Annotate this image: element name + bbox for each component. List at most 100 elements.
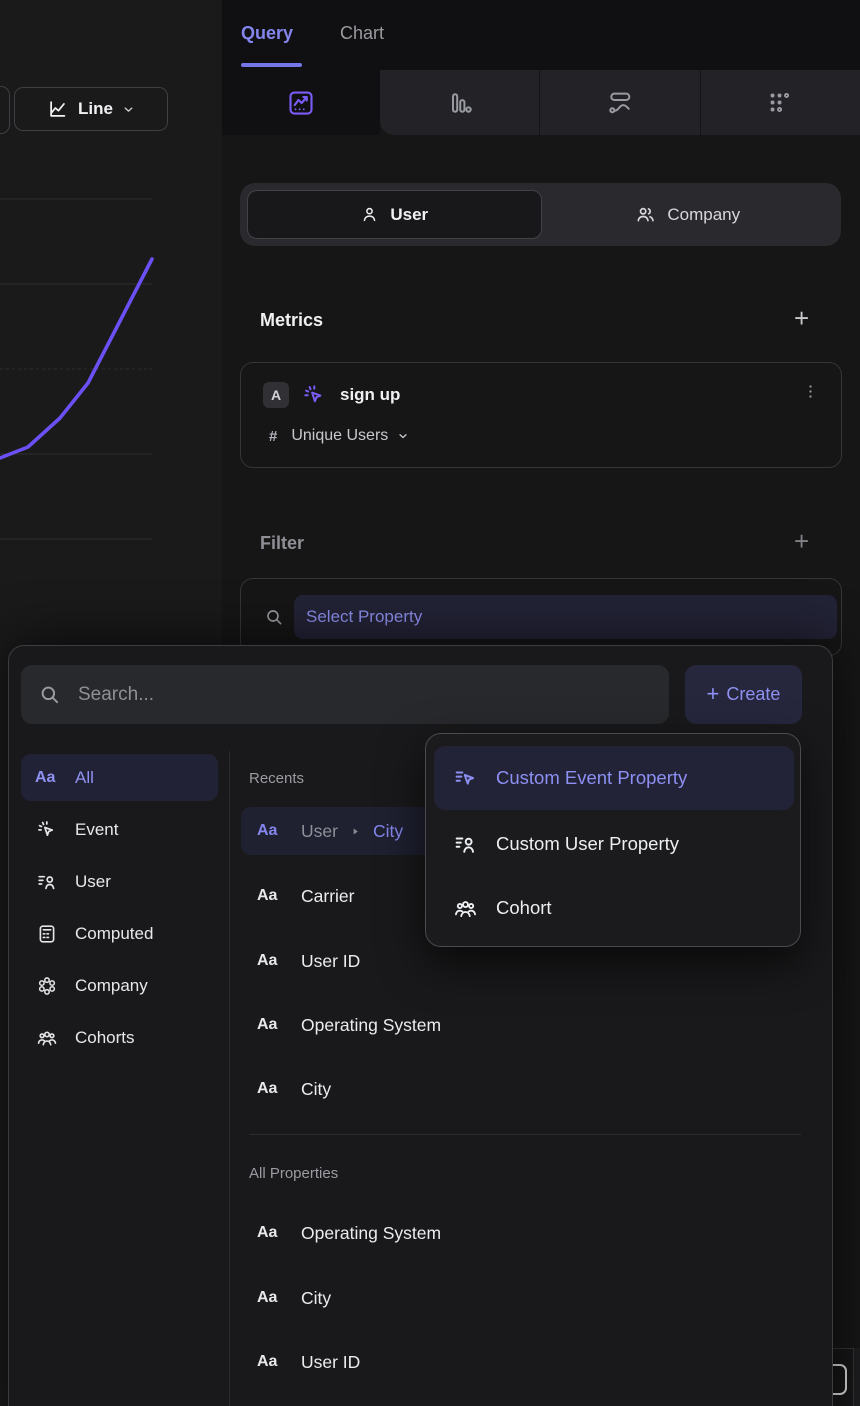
insights-icon [286, 88, 316, 118]
cohorts-icon [35, 1027, 59, 1049]
category-label: Cohorts [75, 1027, 135, 1047]
retention-icon [766, 89, 794, 117]
property-row-operating-system[interactable]: Aa Operating System [241, 1209, 441, 1257]
property-label: City [372, 820, 404, 841]
entity-toggle: User Company [240, 183, 841, 246]
filter-card: Select Property [240, 578, 842, 656]
category-sidebar: Aa All Event Use [21, 754, 218, 1061]
cohort-icon [452, 896, 478, 921]
user-icon [360, 205, 379, 224]
underlying-panel-edge [833, 1348, 853, 1349]
category-label: User [75, 871, 111, 891]
property-label: Operating System [301, 1222, 442, 1243]
company-icon [635, 204, 656, 225]
chart-gridlines [0, 198, 152, 540]
metric-aggregation-row: # Unique Users [269, 427, 409, 445]
active-tab-underline [241, 63, 302, 67]
text-property-glyph: Aa [257, 952, 278, 969]
charttype-tab-flows[interactable] [539, 70, 699, 135]
create-button-label: Create [726, 684, 781, 704]
text-property-glyph: Aa [257, 1353, 278, 1370]
custom-user-property-icon [452, 832, 478, 857]
clipped-adjacent-button[interactable] [0, 86, 10, 134]
text-property-glyph: Aa [257, 1080, 278, 1097]
metric-badge: A [263, 382, 289, 408]
property-row-carrier[interactable]: Aa Carrier [241, 872, 354, 920]
category-cohorts[interactable]: Cohorts [21, 1014, 218, 1061]
line-chart-icon [47, 98, 69, 120]
category-all[interactable]: Aa All [21, 754, 218, 801]
event-icon [35, 819, 59, 841]
underlying-panel-corner [853, 1348, 860, 1406]
entity-option-user[interactable]: User [247, 190, 542, 239]
metric-event-selector[interactable]: A sign up [263, 382, 400, 408]
custom-event-property-icon [452, 766, 478, 791]
property-row-city[interactable]: Aa City [241, 1274, 331, 1322]
category-event[interactable]: Event [21, 806, 218, 853]
query-panel-header: Query Chart [222, 0, 860, 70]
charttype-tab-insights[interactable] [222, 70, 380, 135]
property-row-city[interactable]: Aa City [241, 1065, 331, 1113]
filter-property-input[interactable]: Select Property [294, 595, 837, 639]
property-label: User ID [301, 950, 361, 971]
property-label: User ID [301, 1351, 361, 1372]
recents-heading: Recents [249, 770, 305, 787]
flows-icon [606, 89, 634, 117]
filter-section-title: Filter [260, 533, 305, 553]
text-property-glyph: Aa [257, 1224, 278, 1241]
property-row-operating-system[interactable]: Aa Operating System [241, 1001, 441, 1049]
tab-chart[interactable]: Chart [340, 23, 385, 43]
menu-item-label: Custom Event Property [496, 767, 688, 788]
category-computed[interactable]: Computed [21, 910, 218, 957]
category-label: Company [75, 975, 148, 995]
text-property-glyph: Aa [257, 1289, 278, 1306]
text-property-glyph: Aa [35, 768, 56, 786]
text-property-glyph: Aa [257, 887, 278, 904]
menu-item-cohort[interactable]: Cohort [434, 876, 794, 940]
chevron-down-icon [397, 430, 409, 442]
chevron-down-icon [122, 103, 135, 116]
charttype-tab-retention[interactable] [699, 70, 860, 135]
category-user[interactable]: User [21, 858, 218, 905]
all-properties-heading: All Properties [249, 1165, 339, 1182]
search-icon [264, 607, 284, 627]
property-label: Operating System [301, 1014, 442, 1035]
create-button[interactable]: + Create [685, 665, 802, 724]
hash-icon: # [269, 427, 278, 445]
event-icon [302, 383, 327, 408]
popup-divider [229, 751, 230, 1406]
menu-item-label: Cohort [496, 897, 552, 918]
metric-card: A sign up # Unique Users [240, 362, 842, 468]
property-label: Carrier [301, 885, 355, 906]
funnels-icon [446, 89, 474, 117]
plus-icon: + [706, 680, 720, 706]
kebab-menu-icon[interactable] [802, 383, 819, 400]
caret-right-icon [350, 826, 361, 837]
menu-item-custom-user-property[interactable]: Custom User Property [434, 812, 794, 876]
aggregation-dropdown[interactable]: Unique Users [291, 427, 409, 445]
property-path-prefix: User [301, 820, 338, 841]
menu-item-custom-event-property[interactable]: Custom Event Property [434, 746, 794, 810]
metrics-section-title: Metrics [260, 310, 324, 330]
add-metric-button[interactable]: + [794, 303, 810, 333]
property-label: City [301, 1287, 332, 1308]
list-section-divider [249, 1134, 801, 1135]
entity-option-label: User [390, 204, 429, 224]
category-label: All [75, 767, 94, 787]
chart-type-dropdown-button[interactable]: Line [14, 87, 168, 131]
charttype-tab-funnels[interactable] [380, 70, 539, 135]
add-filter-button[interactable]: + [794, 526, 810, 556]
metric-event-name: sign up [340, 385, 401, 404]
tab-query[interactable]: Query [241, 23, 294, 43]
category-company[interactable]: Company [21, 962, 218, 1009]
menu-item-label: Custom User Property [496, 833, 679, 854]
property-row-user-id[interactable]: Aa User ID [241, 937, 360, 985]
search-input[interactable] [76, 682, 669, 707]
category-label: Computed [75, 923, 154, 943]
entity-option-company[interactable]: Company [542, 190, 835, 239]
aggregation-label: Unique Users [291, 427, 389, 444]
user-property-icon [35, 871, 59, 893]
property-row-user-id[interactable]: Aa User ID [241, 1338, 360, 1386]
create-property-menu: Custom Event Property Custom User Proper… [425, 733, 801, 947]
